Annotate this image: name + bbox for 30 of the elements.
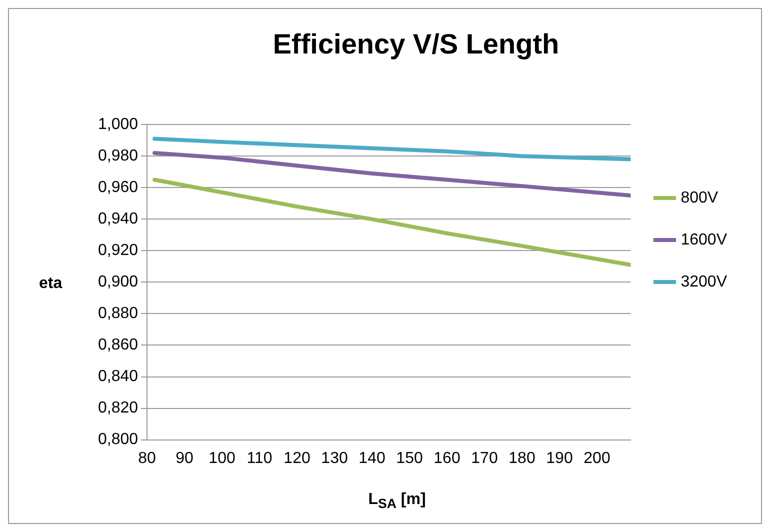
x-tick-label: 90 xyxy=(176,450,194,467)
x-tick-label: 100 xyxy=(208,450,236,467)
x-tick-label: 150 xyxy=(396,450,423,467)
x-tick-label: 140 xyxy=(358,450,386,467)
y-tick-label: 0,880 xyxy=(98,305,138,322)
x-tick-label: 200 xyxy=(584,450,610,467)
y-tick-label: 0,940 xyxy=(98,210,138,228)
legend-label: 1600V xyxy=(680,231,728,248)
legend-label: 800V xyxy=(680,189,718,206)
x-tick-label: 180 xyxy=(508,450,536,467)
y-tick-label: 0,900 xyxy=(98,274,138,291)
x-tick-label: 120 xyxy=(284,450,310,467)
y-tick-label: 0,800 xyxy=(98,431,138,448)
x-tick-label: 190 xyxy=(546,450,573,467)
x-tick-label: 160 xyxy=(434,450,460,467)
chart-title: Efficiency V/S Length xyxy=(272,28,560,60)
y-tick-label: 0,980 xyxy=(98,148,138,165)
x-tick-label: 130 xyxy=(321,450,348,467)
y-tick-label: 1,000 xyxy=(98,116,138,134)
y-tick-label: 0,920 xyxy=(98,242,138,260)
y-axis-title: eta xyxy=(39,275,62,293)
x-tick-label: 110 xyxy=(246,450,272,467)
y-tick-label: 0,820 xyxy=(98,400,138,417)
x-tick-label: 170 xyxy=(471,450,498,467)
x-tick-label: 80 xyxy=(138,450,156,467)
legend-label: 3200V xyxy=(680,273,728,290)
x-axis-title: L$_{SA}$ [m] xyxy=(367,490,427,511)
y-tick-label: 0,840 xyxy=(98,368,138,386)
y-tick-label: 0,860 xyxy=(98,336,138,354)
y-tick-label: 0,960 xyxy=(98,179,138,196)
